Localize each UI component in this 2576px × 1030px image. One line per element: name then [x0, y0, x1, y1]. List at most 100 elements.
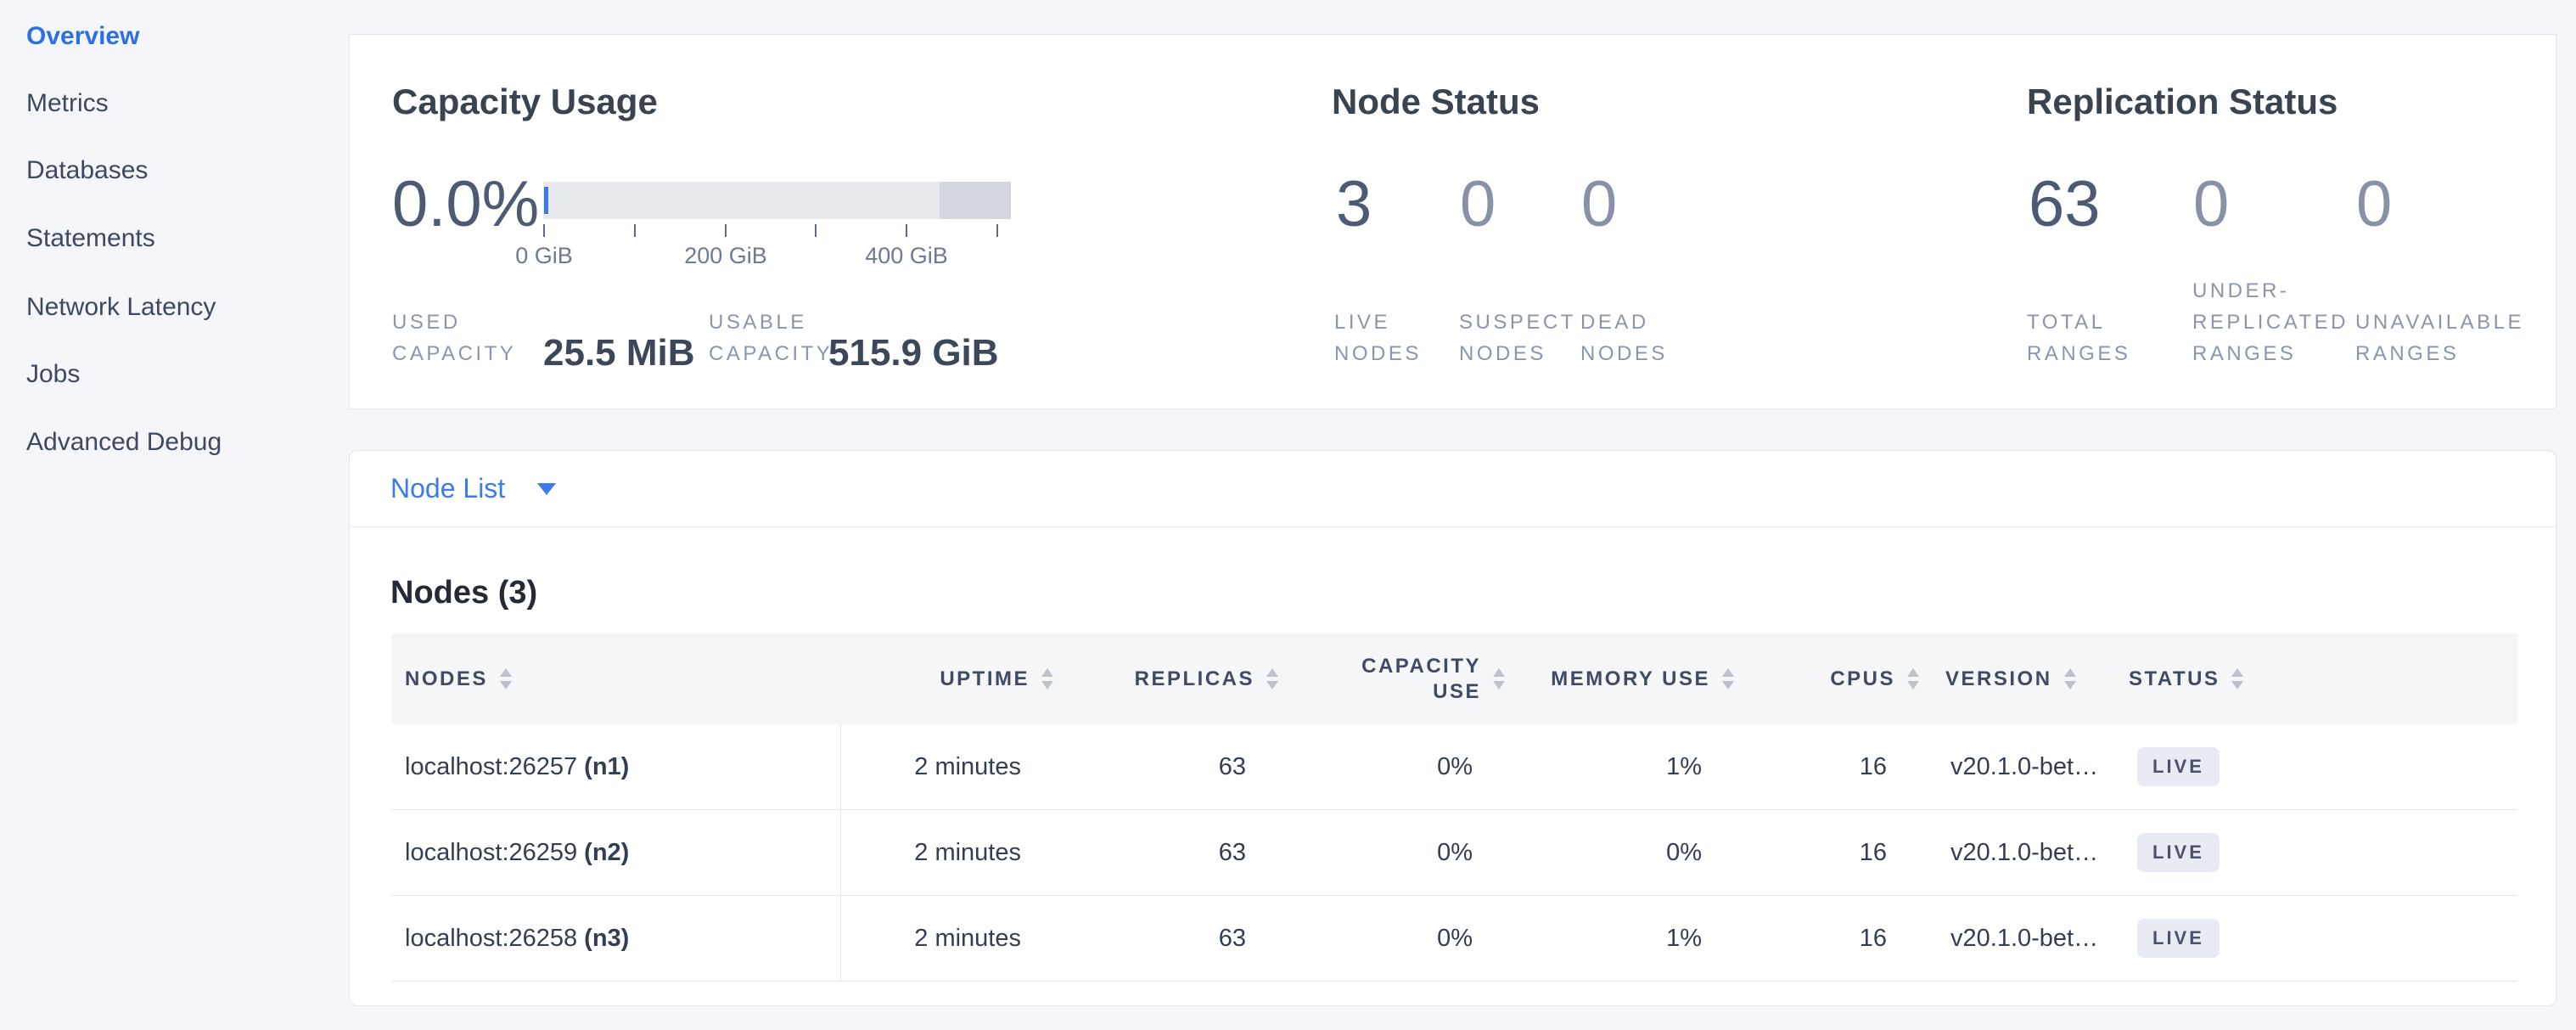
node-address-cell[interactable]: localhost:26258 (n3) — [391, 896, 841, 981]
sort-icon[interactable] — [1493, 668, 1505, 689]
sidebar-item-jobs[interactable]: Jobs — [26, 360, 81, 388]
column-header-status[interactable]: STATUS — [2123, 633, 2517, 724]
table-row-n1[interactable]: localhost:26257 (n1) 2 minutes 63 0% 1% … — [391, 724, 2517, 810]
column-header-nodes[interactable]: NODES — [391, 633, 841, 724]
sort-icon[interactable] — [1041, 668, 1053, 689]
node-list-dropdown[interactable]: Node List — [350, 451, 2556, 527]
uptime-cell: 2 minutes — [914, 924, 1021, 952]
capacity-usage-title: Capacity Usage — [392, 82, 658, 121]
suspect-nodes-count: 0 — [1460, 168, 1496, 240]
node-list-panel: Node List Nodes (3) NODES UPTIME REPLICA… — [349, 450, 2556, 1006]
memory-use-cell: 1% — [1666, 924, 1702, 952]
uptime-cell: 2 minutes — [914, 838, 1021, 866]
unavailable-ranges-label: UNAVAILABLE RANGES — [2355, 307, 2524, 369]
nodes-table-header-row: NODES UPTIME REPLICAS CAPACITY USE MEMOR… — [391, 633, 2517, 724]
axis-label-400: 400 GiB — [865, 243, 948, 268]
suspect-nodes-label-line1: SUSPECT — [1459, 311, 1576, 334]
live-nodes-label: LIVE NODES — [1334, 307, 1422, 369]
capacity-percent: 0.0% — [392, 168, 540, 240]
sidebar-item-metrics[interactable]: Metrics — [26, 89, 109, 117]
node-address: localhost:26258 — [405, 924, 578, 952]
under-replicated-label-line2: REPLICATED — [2192, 311, 2349, 334]
column-header-replicas-label: REPLICAS — [1134, 667, 1254, 690]
axis-tick — [634, 224, 636, 237]
column-header-memory-use-label: MEMORY USE — [1551, 667, 1710, 690]
under-replicated-ranges-label: UNDER- REPLICATED RANGES — [2192, 275, 2349, 369]
sort-icon[interactable] — [1266, 668, 1278, 689]
axis-tick — [906, 224, 907, 237]
column-header-capacity-use[interactable]: CAPACITY USE — [1278, 633, 1505, 724]
node-address-cell[interactable]: localhost:26257 (n1) — [391, 724, 841, 809]
dead-nodes-label-line2: NODES — [1580, 342, 1668, 365]
total-ranges-label: TOTAL RANGES — [2027, 307, 2130, 369]
table-row-n3[interactable]: localhost:26258 (n3) 2 minutes 63 0% 1% … — [391, 896, 2517, 982]
sidebar-item-statements[interactable]: Statements — [26, 224, 155, 252]
used-capacity-label-line1: USED — [392, 311, 461, 334]
unavailable-ranges-label-line1: UNAVAILABLE — [2355, 311, 2525, 334]
replication-status-title: Replication Status — [2027, 82, 2338, 121]
total-ranges-count: 63 — [2029, 168, 2101, 240]
table-row-n2[interactable]: localhost:26259 (n2) 2 minutes 63 0% 0% … — [391, 810, 2517, 896]
used-capacity-label: USED CAPACITY — [392, 307, 516, 369]
axis-label-0: 0 GiB — [515, 243, 573, 268]
column-header-replicas[interactable]: REPLICAS — [1053, 633, 1278, 724]
axis-tick — [996, 224, 998, 237]
column-header-status-label: STATUS — [2129, 667, 2220, 690]
capacity-use-cell: 0% — [1437, 752, 1473, 780]
under-replicated-ranges-count: 0 — [2193, 168, 2230, 240]
replicas-cell: 63 — [1218, 924, 1246, 952]
uptime-cell: 2 minutes — [914, 752, 1021, 780]
column-header-cpus[interactable]: CPUS — [1734, 633, 1919, 724]
replicas-cell: 63 — [1218, 838, 1246, 866]
sidebar-item-overview[interactable]: Overview — [26, 22, 140, 50]
capacity-use-label-line1: CAPACITY — [1361, 654, 1481, 678]
nodes-count-heading: Nodes (3) — [390, 575, 538, 611]
node-address-cell[interactable]: localhost:26259 (n2) — [391, 810, 841, 895]
status-badge: LIVE — [2137, 919, 2220, 958]
version-cell: v20.1.0-bet… — [1950, 752, 2099, 780]
total-ranges-label-line2: RANGES — [2027, 342, 2131, 365]
column-header-version-label: VERSION — [1945, 667, 2052, 690]
under-replicated-label-line3: RANGES — [2192, 342, 2297, 365]
live-nodes-count: 3 — [1336, 168, 1372, 240]
sidebar-item-databases[interactable]: Databases — [26, 156, 149, 184]
replicas-cell: 63 — [1218, 752, 1246, 780]
column-header-version[interactable]: VERSION — [1919, 633, 2123, 724]
column-header-memory-use[interactable]: MEMORY USE — [1505, 633, 1734, 724]
version-cell: v20.1.0-bet… — [1950, 838, 2099, 866]
sort-icon[interactable] — [2231, 668, 2244, 689]
capacity-use-cell: 0% — [1437, 838, 1473, 866]
axis-tick — [725, 224, 727, 237]
column-header-cpus-label: CPUS — [1830, 667, 1895, 690]
status-cell: LIVE — [2123, 810, 2517, 895]
capacity-bar-reserved-segment — [939, 182, 1011, 219]
sort-icon[interactable] — [1907, 668, 1919, 689]
dead-nodes-count: 0 — [1581, 168, 1618, 240]
usable-capacity-value: 515.9 GiB — [828, 332, 999, 374]
node-status-title: Node Status — [1332, 82, 1541, 121]
cpus-cell: 16 — [1859, 924, 1887, 952]
sidebar-item-network-latency[interactable]: Network Latency — [26, 293, 216, 321]
usable-capacity-label: USABLE CAPACITY — [709, 307, 833, 369]
sidebar-item-advanced-debug[interactable]: Advanced Debug — [26, 428, 222, 456]
column-header-nodes-label: NODES — [405, 667, 488, 690]
memory-use-cell: 1% — [1666, 752, 1702, 780]
sort-icon[interactable] — [499, 668, 512, 689]
sort-icon[interactable] — [2063, 668, 2076, 689]
axis-label-200: 200 GiB — [684, 243, 767, 268]
sort-icon[interactable] — [1722, 668, 1734, 689]
capacity-use-cell: 0% — [1437, 924, 1473, 952]
column-header-uptime[interactable]: UPTIME — [841, 633, 1053, 724]
usable-capacity-label-line1: USABLE — [709, 311, 807, 334]
node-address: localhost:26257 — [405, 752, 578, 780]
node-list-dropdown-label[interactable]: Node List — [390, 473, 506, 504]
capacity-bar-used-segment — [544, 187, 548, 214]
status-cell: LIVE — [2123, 724, 2517, 809]
used-capacity-value: 25.5 MiB — [543, 332, 695, 374]
usable-capacity-label-line2: CAPACITY — [709, 342, 833, 365]
dead-nodes-label: DEAD NODES — [1580, 307, 1668, 369]
capacity-bar-chart: 0 GiB 200 GiB 400 GiB — [515, 182, 1011, 292]
node-id: (n3) — [584, 924, 630, 952]
status-cell: LIVE — [2123, 896, 2517, 981]
suspect-nodes-label-line2: NODES — [1459, 342, 1546, 365]
